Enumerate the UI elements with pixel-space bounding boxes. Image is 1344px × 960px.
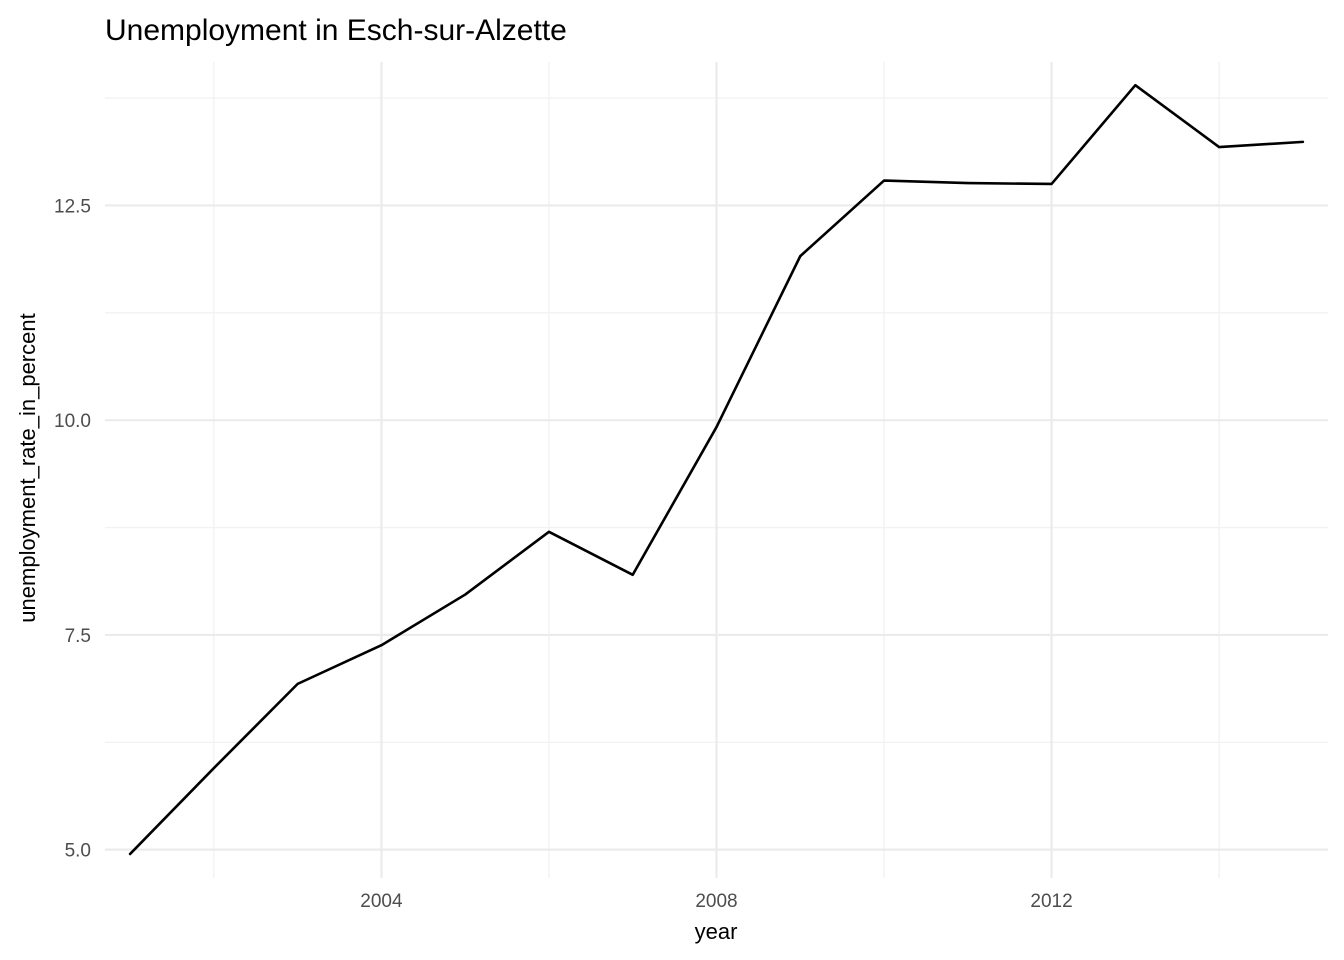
grid xyxy=(105,62,1328,878)
y-axis-title: unemployment_rate_in_percent xyxy=(15,313,40,622)
x-axis-title: year xyxy=(695,919,738,944)
x-axis-ticks: 2004 2008 2012 xyxy=(360,891,1072,912)
y-tick-label: 10.0 xyxy=(54,411,91,432)
x-tick-label: 2008 xyxy=(695,891,737,912)
series-line xyxy=(128,83,1305,856)
x-tick-label: 2012 xyxy=(1030,891,1072,912)
y-tick-label: 12.5 xyxy=(54,196,91,217)
y-tick-label: 7.5 xyxy=(65,626,91,647)
y-axis-ticks: 5.0 7.5 10.0 12.5 xyxy=(54,196,91,861)
x-tick-label: 2004 xyxy=(360,891,403,912)
y-tick-label: 5.0 xyxy=(65,841,91,862)
chart-title: Unemployment in Esch-sur-Alzette xyxy=(105,14,567,47)
